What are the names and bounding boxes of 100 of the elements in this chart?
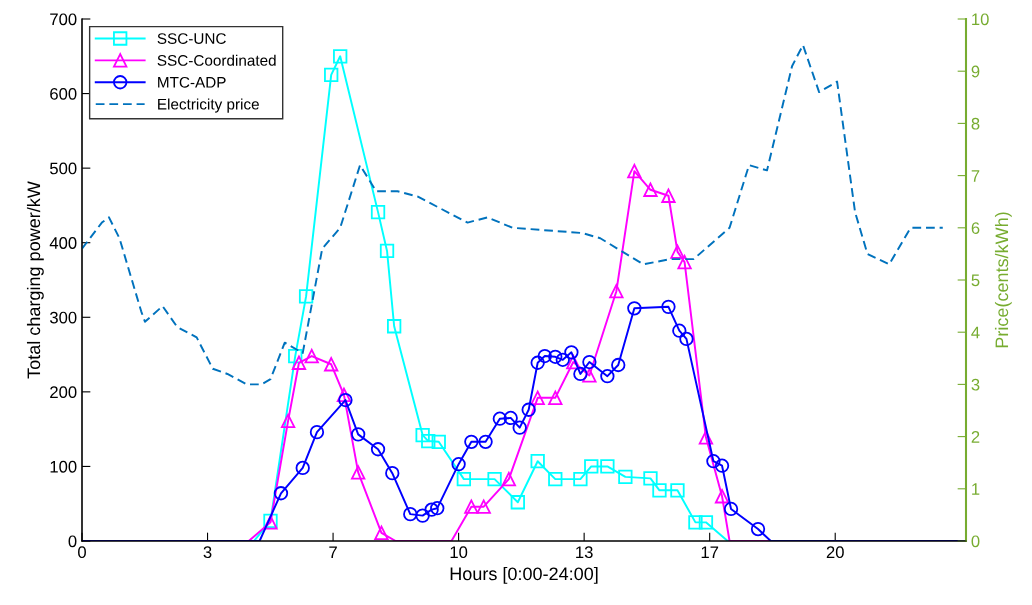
point <box>415 508 430 523</box>
point <box>548 390 563 405</box>
x-tick-label: 17 <box>701 546 719 558</box>
point <box>677 254 692 270</box>
point <box>652 483 667 498</box>
legend-label: SSC-Coordinated <box>157 54 276 66</box>
point <box>385 465 400 481</box>
legend-label: Electricity price <box>158 98 259 113</box>
point <box>288 348 303 364</box>
point <box>564 345 579 360</box>
point <box>750 521 766 537</box>
x-tick-label: 0 <box>78 546 86 559</box>
point <box>451 457 466 472</box>
point <box>476 499 491 514</box>
point <box>487 471 502 487</box>
point <box>530 355 545 370</box>
point <box>698 430 714 445</box>
point <box>464 434 479 449</box>
point <box>698 515 714 530</box>
point <box>582 368 597 383</box>
point <box>600 459 615 474</box>
point <box>573 366 588 382</box>
y2-tick-label: 1 <box>972 483 980 495</box>
point <box>379 243 395 259</box>
point <box>374 525 389 540</box>
point <box>501 471 516 487</box>
point <box>338 392 353 408</box>
point <box>386 319 402 334</box>
point <box>618 469 633 485</box>
point <box>324 67 339 83</box>
point <box>537 348 552 364</box>
point <box>670 483 685 498</box>
point <box>548 471 563 487</box>
point <box>478 434 493 449</box>
point <box>430 501 445 516</box>
x-tick-label: 20 <box>826 546 844 559</box>
point <box>609 284 624 299</box>
point <box>530 390 545 405</box>
point <box>643 182 658 197</box>
point <box>464 499 479 514</box>
x-tick-label: 10 <box>450 546 468 559</box>
point <box>679 331 694 347</box>
y2-tick-label: 3 <box>971 378 980 391</box>
point <box>627 301 642 316</box>
y-tick-label: 600 <box>50 87 77 100</box>
point <box>643 471 658 486</box>
y-tick-label: 100 <box>50 460 77 473</box>
point <box>351 465 366 480</box>
y2-tick-label: 6 <box>971 222 980 234</box>
point <box>600 369 615 384</box>
point <box>555 352 570 367</box>
point <box>688 515 703 530</box>
point <box>714 489 730 504</box>
point <box>333 49 348 64</box>
point <box>421 433 436 449</box>
y-tick-label: 500 <box>50 162 77 175</box>
point <box>370 204 386 220</box>
y-tick-label: 400 <box>49 237 77 249</box>
point <box>492 411 507 426</box>
point <box>521 402 536 417</box>
x-tick-label: 7 <box>329 546 337 558</box>
point <box>706 454 721 469</box>
point <box>723 501 739 517</box>
y-axis-title: Total charging power/kW <box>26 181 44 379</box>
y2-tick-label: 8 <box>971 117 980 130</box>
y2-axis-title: Price(cents/kWh) <box>994 212 1012 348</box>
point <box>456 471 472 487</box>
point <box>273 486 289 501</box>
point <box>415 427 430 443</box>
y-tick-label: 300 <box>49 311 77 324</box>
y2-tick-label: 0 <box>971 535 980 548</box>
x-tick-label: 13 <box>576 546 593 559</box>
point <box>661 188 676 203</box>
legend-label: MTC-ADP <box>158 76 226 88</box>
y2-tick-label: 4 <box>971 326 980 339</box>
point <box>295 460 310 476</box>
point <box>304 348 319 364</box>
point <box>584 459 599 474</box>
point <box>573 471 588 487</box>
point <box>403 506 418 522</box>
point <box>431 434 446 449</box>
point <box>714 458 730 473</box>
point <box>661 299 676 315</box>
point <box>670 244 685 259</box>
point <box>582 354 597 370</box>
point <box>548 349 563 364</box>
point <box>424 502 439 517</box>
point <box>566 354 581 370</box>
point <box>370 442 386 457</box>
point <box>351 427 366 442</box>
point <box>510 495 525 510</box>
point <box>309 424 325 440</box>
y2-tick-label: 2 <box>971 431 980 443</box>
point <box>291 355 307 370</box>
y-tick-label: 0 <box>68 535 77 548</box>
point <box>512 420 527 435</box>
legend-label: SSC-UNC <box>157 33 226 44</box>
line-series <box>82 44 944 386</box>
y-tick-label: 700 <box>50 13 77 26</box>
y2-tick-label: 5 <box>971 274 980 287</box>
